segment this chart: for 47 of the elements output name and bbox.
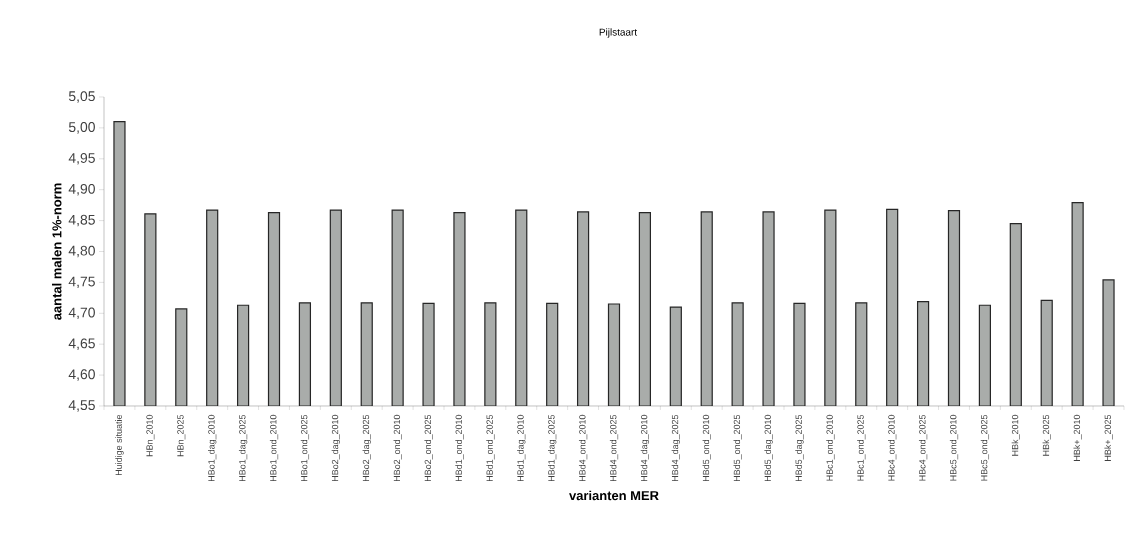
x-tick-label: HBd5_dag_2025	[795, 414, 804, 482]
y-tick-label: 4,80	[68, 245, 95, 258]
x-tick-label: HBc5_ond_2010	[949, 414, 959, 481]
x-tick-label: HBo2_ond_2025	[424, 414, 433, 482]
y-axis-title: aantal malen 1%-norm	[51, 183, 62, 320]
x-tick-label: HBk+_2010	[1073, 414, 1082, 461]
x-tick-label: HBd5_ond_2025	[733, 414, 742, 482]
x-tick-label: HBk_2025	[1042, 414, 1051, 456]
x-tick-label: Huidige situatie	[115, 414, 124, 476]
x-tick-label: HBk_2010	[1011, 414, 1020, 456]
x-tick-label: HBo1_ond_2025	[300, 414, 310, 482]
x-tick-label: HBd1_ond_2010	[455, 414, 464, 482]
y-tick-label: 4,55	[68, 400, 95, 412]
x-tick-label: HBd4_dag_2025	[671, 414, 680, 482]
x-tick-label: HBd4_dag_2010	[640, 414, 650, 482]
x-tick-label: HBo2_dag_2010	[331, 414, 340, 482]
x-tick-label: HBd5_ond_2010	[702, 414, 711, 482]
x-tick-label: HBk+_2025	[1104, 414, 1113, 461]
y-tick-label: 4,60	[68, 369, 95, 381]
y-tick-label: 4,85	[68, 214, 95, 227]
y-tick-label: 5,05	[68, 91, 95, 103]
y-tick-label: 4,65	[68, 338, 95, 350]
x-tick-label: HBd1_ond_2025	[486, 414, 495, 482]
x-tick-label: HBo2_ond_2010	[393, 414, 402, 482]
x-tick-label: HBd1_dag_2010	[517, 414, 526, 482]
x-tick-label: HBd4_ond_2010	[578, 414, 588, 482]
x-tick-label: HBc1_ond_2025	[857, 414, 866, 481]
x-tick-label: HBn_2025	[177, 414, 186, 457]
x-tick-label: HBc4_ond_2010	[888, 414, 897, 481]
x-tick-label: HBd1_dag_2025	[548, 414, 557, 482]
x-tick-label: HBo1_dag_2010	[208, 414, 217, 482]
x-tick-label: HBc4_ond_2025	[918, 414, 928, 481]
y-tick-label: 4,75	[68, 276, 95, 289]
x-tick-label: HBo1_ond_2010	[269, 414, 279, 482]
x-tick-label: HBc5_ond_2025	[980, 414, 990, 481]
y-tick-label: 4,90	[68, 183, 95, 196]
y-tick-label: 4,95	[68, 153, 95, 165]
x-axis-title: varianten MER	[569, 490, 659, 501]
chart-title: Pijlstaart	[599, 28, 638, 38]
y-tick-label: 4,70	[68, 307, 95, 320]
y-tick-label: 5,00	[68, 122, 95, 134]
x-tick-label: HBo2_dag_2025	[362, 414, 371, 482]
x-tick-label: HBd5_dag_2010	[764, 414, 773, 482]
x-tick-label: HBd4_ond_2025	[609, 414, 619, 482]
x-tick-label: HBn_2010	[146, 414, 155, 457]
x-tick-label: HBc1_ond_2010	[826, 414, 835, 481]
x-tick-label: HBo1_dag_2025	[238, 414, 248, 482]
